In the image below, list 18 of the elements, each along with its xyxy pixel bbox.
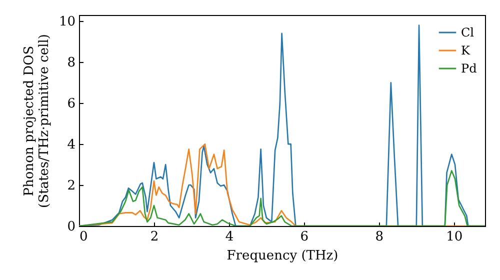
y-tick-label: 0 — [67, 220, 76, 234]
y-tick-label: 8 — [67, 56, 76, 71]
y-tick-label: 6 — [67, 96, 76, 112]
x-tick-label: 2 — [150, 230, 159, 244]
line-series — [79, 170, 485, 226]
y-tick-label: 10 — [58, 14, 76, 30]
legend-label: K — [461, 44, 471, 58]
x-tick-label: 6 — [300, 230, 309, 244]
x-tick-label: 8 — [375, 230, 384, 244]
x-tick-label: 4 — [225, 230, 234, 244]
y-axis-title: Phonon projected DOS (States/THz·primitive cell) — [22, 34, 52, 208]
legend-label: Pd — [461, 62, 478, 76]
y-tick-label: 2 — [67, 178, 76, 194]
x-tick-label: 0 — [80, 230, 88, 244]
y-tick-label: 4 — [67, 138, 76, 153]
x-tick-label: 10 — [446, 230, 463, 244]
legend-label: Cl — [461, 26, 474, 40]
x-axis-title: Frequency (THz) — [226, 248, 338, 264]
